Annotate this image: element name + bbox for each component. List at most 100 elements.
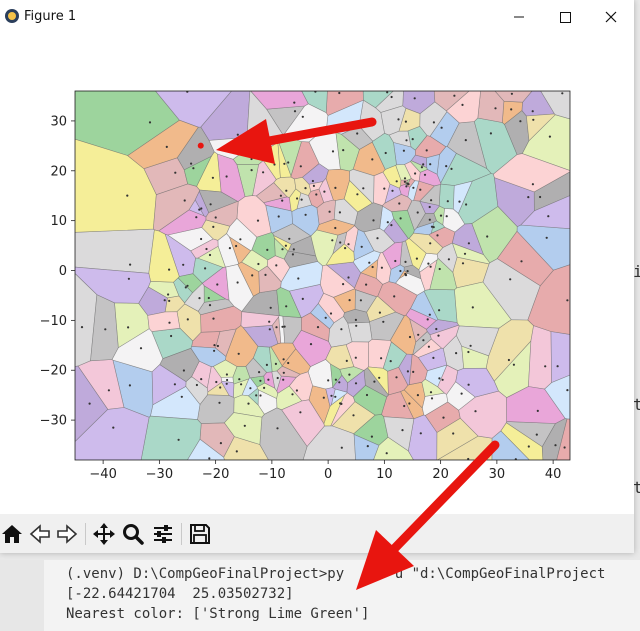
site-point — [432, 121, 435, 124]
site-point — [438, 377, 441, 380]
site-point — [436, 234, 439, 237]
site-point — [352, 414, 355, 417]
site-point — [554, 444, 557, 447]
site-point — [163, 299, 166, 302]
site-point — [414, 172, 417, 175]
voronoi-cell — [215, 328, 237, 357]
voronoi-cell — [455, 325, 500, 357]
minimize-button[interactable] — [496, 0, 542, 34]
voronoi-cell — [388, 264, 405, 284]
figure-canvas[interactable]: −40 −30 −20 −10 0 10 20 30 40 −30 −20 −10 0 10 20 30 — [0, 34, 634, 514]
terminal-line-coordinates: [-22.64421704 25.03502732] — [66, 586, 294, 602]
site-point — [334, 186, 337, 189]
site-point — [338, 211, 341, 214]
site-point — [251, 274, 254, 277]
site-point — [315, 193, 318, 196]
site-point — [408, 402, 411, 405]
voronoi-chart[interactable]: −40 −30 −20 −10 0 10 20 30 40 −30 −20 −10 0 10 20 30 — [0, 34, 634, 514]
configure-subplots-icon[interactable] — [151, 522, 175, 546]
site-point — [450, 167, 453, 170]
site-point — [428, 205, 431, 209]
site-point — [442, 416, 445, 419]
maximize-button[interactable] — [542, 0, 588, 34]
site-point — [239, 238, 242, 241]
site-point — [266, 248, 269, 251]
forward-arrow-icon[interactable] — [55, 522, 79, 546]
site-point — [489, 132, 492, 135]
site-point — [311, 179, 314, 183]
site-point — [354, 382, 358, 385]
voronoi-cell — [187, 438, 225, 460]
site-point — [235, 244, 238, 248]
zoom-icon[interactable] — [121, 522, 145, 546]
site-point — [309, 343, 313, 346]
voronoi-cell — [148, 229, 180, 283]
site-point — [416, 211, 419, 214]
site-point — [455, 352, 458, 355]
site-point — [340, 402, 343, 405]
site-point — [447, 258, 450, 261]
voronoi-cell — [190, 238, 219, 259]
site-point — [355, 324, 358, 327]
site-point — [200, 237, 203, 241]
site-point — [235, 450, 238, 453]
site-point — [556, 365, 559, 368]
title-bar[interactable]: Figure 1 — [0, 0, 634, 34]
site-point — [411, 138, 414, 141]
home-icon[interactable] — [0, 522, 24, 546]
site-point — [441, 378, 444, 381]
site-point — [437, 334, 440, 337]
site-point — [399, 217, 402, 220]
site-point — [397, 118, 400, 121]
site-point — [291, 393, 294, 396]
close-button[interactable] — [588, 0, 634, 34]
voronoi-cell — [325, 344, 355, 370]
voronoi-cell — [270, 342, 297, 367]
site-point — [373, 380, 376, 383]
voronoi-cell — [366, 295, 397, 322]
site-point — [539, 195, 542, 199]
site-point — [429, 163, 432, 166]
site-point — [299, 165, 302, 168]
site-point — [385, 452, 388, 455]
site-point — [204, 267, 207, 270]
site-point — [435, 327, 438, 331]
site-point — [174, 171, 177, 174]
site-point — [386, 221, 389, 224]
site-point — [432, 356, 435, 359]
site-point — [398, 202, 401, 205]
site-point — [422, 163, 425, 166]
voronoi-cell — [333, 198, 359, 226]
site-point — [531, 110, 534, 113]
plot-frame — [74, 90, 571, 461]
site-point — [458, 200, 461, 203]
site-point — [183, 199, 186, 202]
site-point — [195, 216, 198, 219]
back-arrow-icon[interactable] — [28, 522, 52, 546]
voronoi-cell — [75, 266, 151, 304]
site-point — [255, 134, 258, 137]
site-point — [408, 335, 412, 339]
site-point — [399, 269, 402, 273]
site-point — [432, 226, 435, 229]
site-point — [104, 328, 107, 331]
terminal-gutter — [0, 560, 44, 631]
voronoi-cell — [127, 119, 199, 170]
site-point — [208, 457, 211, 460]
site-point — [324, 316, 327, 319]
voronoi-cell — [276, 365, 301, 378]
site-point — [368, 261, 371, 264]
pan-icon[interactable] — [92, 522, 116, 546]
save-icon[interactable] — [188, 522, 212, 546]
terminal-line-command: (.venv) D:\CompGeoFinalProject>py -u "d:… — [66, 566, 606, 582]
voronoi-cell — [147, 311, 181, 332]
site-point — [415, 257, 418, 260]
site-point — [566, 389, 569, 392]
site-point — [378, 376, 381, 379]
site-point — [354, 356, 357, 359]
voronoi-cell — [380, 105, 407, 136]
site-point — [338, 91, 341, 95]
site-point — [393, 295, 396, 298]
voronoi-cell — [407, 180, 420, 202]
site-point — [340, 328, 343, 331]
